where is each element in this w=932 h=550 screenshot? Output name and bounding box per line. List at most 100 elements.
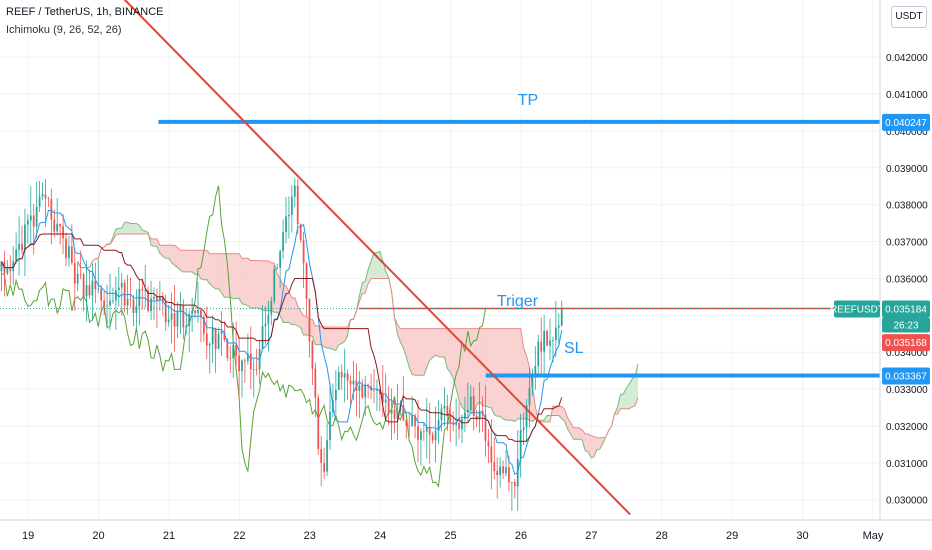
- candle-body: [6, 268, 9, 274]
- cloud-segment: [482, 328, 486, 406]
- cloud-segment: [283, 284, 286, 323]
- symbol-tag-bg: [834, 300, 880, 318]
- candle-body: [47, 198, 50, 200]
- x-tick-label: 24: [374, 530, 386, 542]
- cloud-segment: [189, 250, 193, 272]
- cloud-segment: [412, 328, 416, 376]
- candle-body: [144, 290, 147, 292]
- candle-body: [402, 405, 405, 421]
- candle-body: [68, 246, 70, 258]
- candle-body: [440, 408, 443, 421]
- cloud-segment: [118, 228, 122, 234]
- cloud-segment: [174, 245, 178, 268]
- candle-body: [261, 326, 264, 350]
- cloud-segment: [579, 427, 583, 441]
- x-tick-label: 26: [515, 530, 527, 542]
- tp-price-tag: 0.040247: [885, 118, 927, 129]
- candle-body: [288, 214, 290, 217]
- countdown-tag: 26:23: [893, 321, 918, 332]
- candle-body: [414, 415, 416, 427]
- cloud-segment: [338, 326, 342, 345]
- x-tick-label: May: [863, 530, 884, 542]
- annotation-sl: SL: [564, 340, 584, 357]
- candle-body: [249, 353, 252, 370]
- cloud-segment: [230, 253, 234, 299]
- candle-body: [270, 301, 273, 315]
- candle-body: [153, 296, 155, 299]
- candle-body: [211, 327, 214, 345]
- candle-body: [373, 390, 375, 392]
- cloud-segment: [215, 253, 219, 289]
- cloud-segment: [186, 250, 190, 272]
- cloud-segment: [470, 328, 474, 413]
- cloud-segment: [335, 326, 339, 351]
- candle-body: [59, 223, 62, 227]
- candle-body: [384, 399, 387, 403]
- cloud-segment: [632, 375, 636, 407]
- candle-body: [499, 466, 502, 476]
- cloud-segment: [195, 250, 198, 275]
- candle-body: [510, 482, 513, 483]
- cloud-segment: [165, 245, 169, 259]
- cloud-segment: [418, 328, 421, 376]
- candle-body: [29, 215, 32, 221]
- y-tick-label: 0.039000: [886, 164, 928, 175]
- cloud-segment: [224, 253, 228, 298]
- candle-body: [282, 232, 284, 252]
- candle-body: [317, 397, 320, 449]
- cloud-segment: [177, 247, 181, 271]
- indicator-legend[interactable]: Ichimoku (9, 26, 52, 26): [6, 24, 122, 36]
- candle-body: [387, 399, 390, 414]
- candle-body: [437, 420, 440, 431]
- candle-body: [443, 405, 446, 409]
- candle-body: [349, 380, 352, 385]
- candle-body: [326, 440, 328, 472]
- cloud-segment: [479, 328, 483, 406]
- cloud-segment: [420, 328, 424, 376]
- cloud-segment: [180, 250, 184, 272]
- cloud-segment: [473, 328, 477, 413]
- candle-body: [534, 366, 537, 375]
- cloud-segment: [236, 253, 240, 299]
- cloud-segment: [599, 437, 603, 450]
- candle-body: [428, 426, 431, 435]
- candle-body: [12, 261, 15, 272]
- x-tick-label: 20: [92, 530, 104, 542]
- x-tick-label: 19: [22, 530, 34, 542]
- candle-body: [549, 340, 551, 346]
- cloud-segment: [435, 328, 439, 357]
- cloud-segment: [115, 228, 119, 236]
- cloud-segment: [344, 326, 348, 342]
- x-tick-label: 22: [233, 530, 245, 542]
- cloud-segment: [594, 436, 597, 457]
- currency-button[interactable]: USDT: [891, 6, 927, 28]
- red-price-tag-bg: [882, 334, 930, 352]
- cloud-segment: [198, 250, 201, 279]
- cloud-segment: [494, 328, 498, 417]
- cloud-segment: [291, 297, 295, 325]
- candle-body: [505, 467, 507, 474]
- candle-body: [167, 319, 170, 323]
- candle-body: [449, 416, 452, 423]
- candle-body: [252, 369, 255, 370]
- candle-body: [156, 296, 158, 301]
- x-tick-label: 30: [796, 530, 808, 542]
- candle-body: [208, 344, 211, 346]
- price-axis-bg: [880, 0, 932, 550]
- cloud-segment: [332, 326, 336, 351]
- candle-body: [408, 425, 411, 427]
- candle-body: [56, 223, 59, 232]
- candle-body: [552, 340, 554, 341]
- y-tick-label: 0.038000: [886, 201, 928, 212]
- candle-body: [487, 440, 490, 447]
- candle-body: [340, 372, 343, 378]
- cloud-segment: [576, 427, 580, 440]
- candle-body: [464, 412, 466, 419]
- y-tick-label: 0.042000: [886, 53, 928, 64]
- cloud-segment: [585, 433, 589, 452]
- cloud-segment: [218, 253, 222, 293]
- candle-body: [484, 414, 487, 441]
- candle-body: [164, 302, 167, 323]
- cloud-segment: [212, 253, 216, 289]
